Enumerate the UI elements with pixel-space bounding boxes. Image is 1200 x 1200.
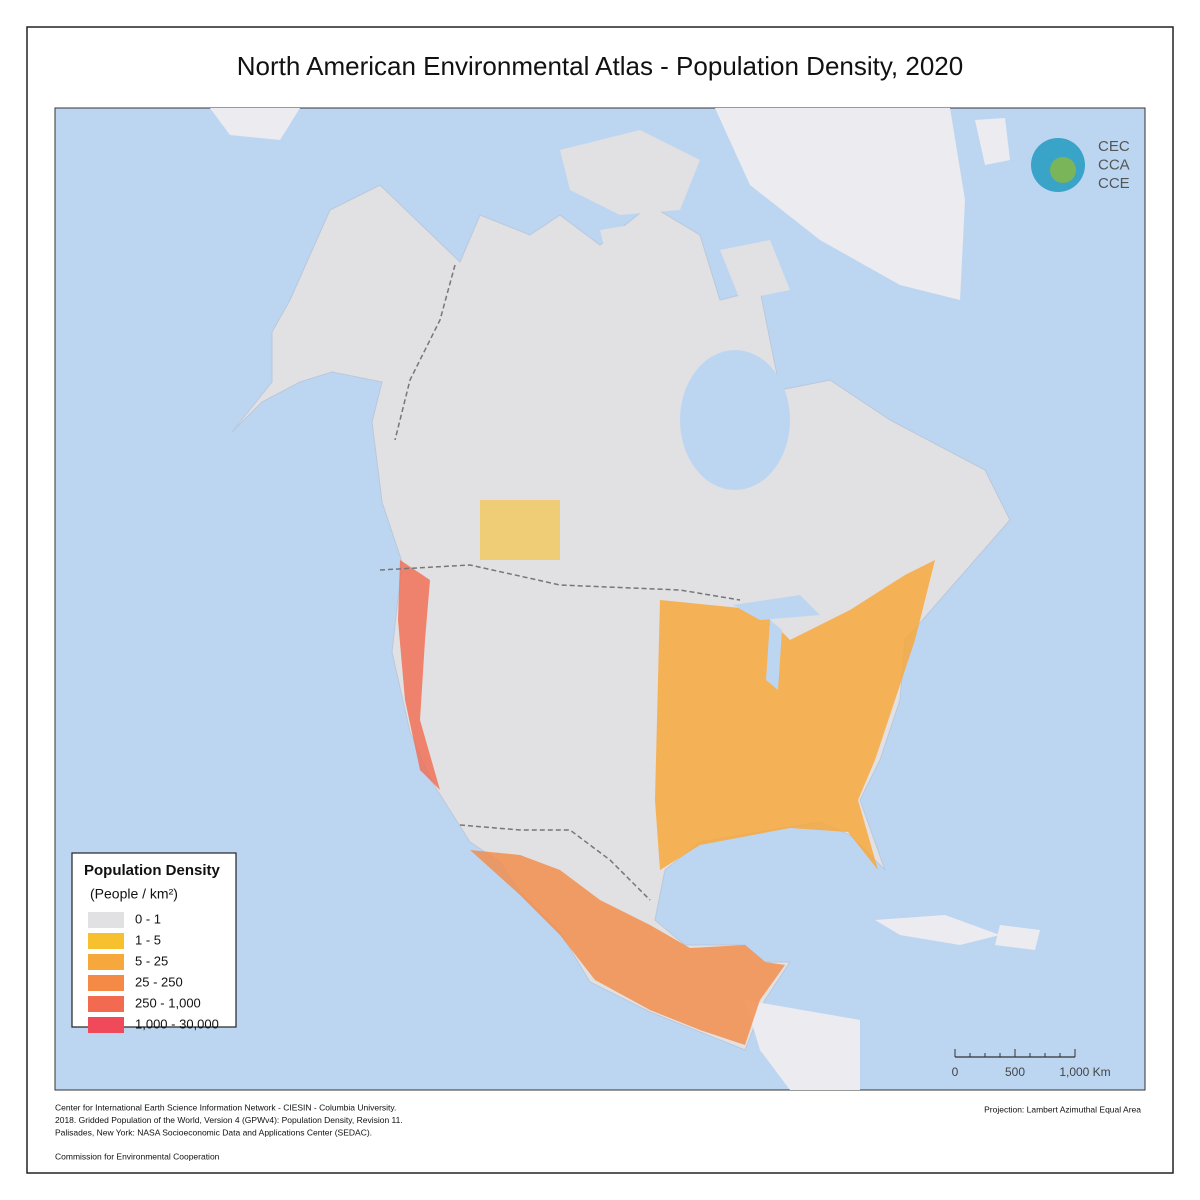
scale-bar: 0 500 1,000 Km bbox=[952, 1049, 1111, 1079]
projection: Projection: Lambert Azimuthal Equal Area bbox=[984, 1104, 1141, 1114]
populated-east bbox=[655, 560, 935, 870]
border-us-mexico bbox=[459, 824, 651, 901]
legend-swatch bbox=[88, 954, 124, 970]
central-america bbox=[745, 1000, 860, 1090]
lake-michigan bbox=[766, 620, 782, 690]
legend-swatch bbox=[88, 1017, 124, 1033]
legend: Population Density (People / km²) 0 - 1 1… bbox=[71, 852, 237, 1033]
populated-west-coast bbox=[398, 560, 440, 790]
map-title: North American Environmental Atlas - Pop… bbox=[237, 51, 963, 81]
logo-line: CCA bbox=[1098, 156, 1130, 173]
credit-line: Palisades, New York: NASA Socioeconomic … bbox=[55, 1127, 372, 1137]
credit-line: 2018. Gridded Population of the World, V… bbox=[55, 1115, 403, 1125]
legend-swatch bbox=[88, 912, 124, 928]
legend-subtitle: (People / km²) bbox=[90, 886, 178, 902]
legend-title: Population Density bbox=[84, 862, 221, 879]
lake-superior bbox=[733, 595, 820, 620]
logo-line: CCE bbox=[1098, 175, 1130, 192]
logo-line: CEC bbox=[1098, 138, 1130, 155]
credit-line: Center for International Earth Science I… bbox=[55, 1102, 396, 1112]
hispaniola bbox=[995, 925, 1040, 950]
legend-swatch bbox=[88, 996, 124, 1012]
map-frame bbox=[54, 107, 1146, 1091]
credit-line: Commission for Environmental Cooperation bbox=[55, 1151, 220, 1161]
greenland bbox=[715, 108, 965, 300]
arctic-islands bbox=[560, 130, 790, 300]
legend-label: 0 - 1 bbox=[135, 911, 161, 926]
scale-label: 500 bbox=[1005, 1065, 1025, 1079]
siberia bbox=[210, 108, 300, 140]
legend-swatch bbox=[88, 975, 124, 991]
logo-land bbox=[1050, 157, 1076, 183]
cuba bbox=[875, 915, 1000, 945]
scale-label: 1,000 Km bbox=[1059, 1065, 1110, 1079]
north-america bbox=[231, 184, 1011, 1051]
populated-mexico bbox=[470, 850, 785, 1045]
border-alaska bbox=[394, 264, 456, 441]
legend-label: 1 - 5 bbox=[135, 932, 161, 947]
legend-label: 250 - 1,000 bbox=[135, 995, 201, 1010]
legend-label: 25 - 250 bbox=[135, 974, 183, 989]
iceland bbox=[975, 118, 1010, 165]
legend-swatch bbox=[88, 933, 124, 949]
border-us-canada bbox=[379, 564, 741, 601]
legend-label: 1,000 - 30,000 bbox=[135, 1016, 219, 1031]
legend-label: 5 - 25 bbox=[135, 953, 168, 968]
scale-label: 0 bbox=[952, 1065, 959, 1079]
hudson-bay bbox=[680, 350, 790, 490]
populated-prairies bbox=[480, 500, 560, 560]
